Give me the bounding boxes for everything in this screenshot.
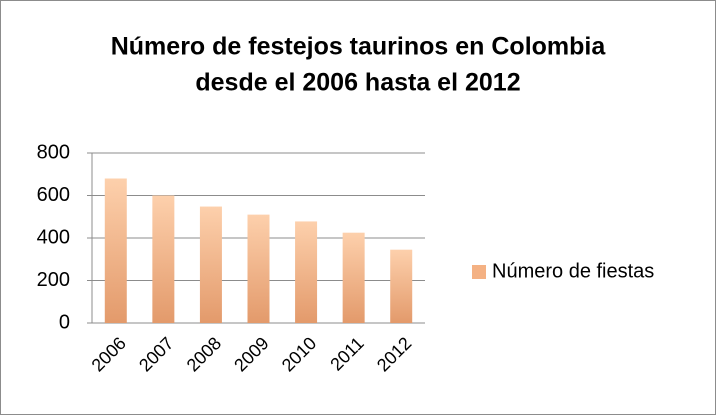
chart-title: desde el 2006 hasta el 2012 — [195, 69, 520, 97]
chart-title: Número de festejos taurinos en Colombia — [111, 33, 607, 61]
bar — [152, 195, 175, 323]
y-tick-label: 400 — [37, 226, 70, 248]
y-tick-label: 200 — [37, 269, 70, 291]
legend-swatch — [472, 265, 486, 279]
bar — [199, 206, 222, 323]
legend-label: Número de fiestas — [492, 260, 654, 282]
bar — [295, 221, 318, 323]
y-tick-label: 600 — [37, 184, 70, 206]
y-tick-label: 800 — [37, 141, 70, 163]
bar — [247, 214, 270, 323]
y-tick-label: 0 — [59, 311, 70, 333]
bar — [104, 178, 127, 323]
bar — [390, 249, 413, 323]
bar — [342, 232, 365, 323]
